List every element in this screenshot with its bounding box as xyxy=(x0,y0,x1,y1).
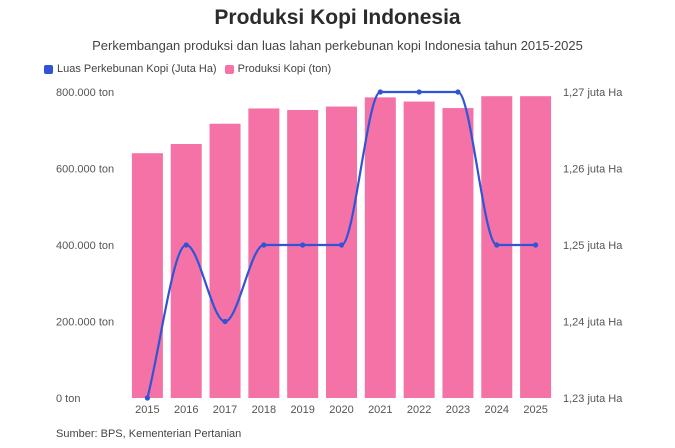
bar-2018 xyxy=(248,108,280,398)
left-tick-label: 800.000 ton xyxy=(56,87,114,99)
left-tick-label: 200.000 ton xyxy=(56,317,114,329)
left-tick-label: 0 ton xyxy=(56,393,80,405)
bar-2020 xyxy=(326,106,357,398)
left-tick-label: 600.000 ton xyxy=(56,164,114,176)
x-tick-label-2023: 2023 xyxy=(446,404,470,416)
x-tick-label-2019: 2019 xyxy=(290,404,314,416)
legend-item-produksi: Produksi Kopi (ton) xyxy=(224,63,332,75)
x-tick-label-2015: 2015 xyxy=(135,404,159,416)
point-luas-2020 xyxy=(338,242,345,248)
x-tick-label-2025: 2025 xyxy=(523,404,547,416)
bar-2021 xyxy=(364,97,396,398)
x-tick-label-2016: 2016 xyxy=(174,404,198,416)
chart-source: Sumber: BPS, Kementerian Pertanian xyxy=(56,428,242,440)
x-tick-label-2024: 2024 xyxy=(485,404,509,416)
right-tick-label: 1,24 juta Ha xyxy=(563,317,623,329)
bar-2017 xyxy=(209,123,241,398)
legend-label-luas: Luas Perkebunan Kopi (Juta Ha) xyxy=(57,63,217,75)
point-luas-2016 xyxy=(183,242,189,248)
legend-label-produksi: Produksi Kopi (ton) xyxy=(237,63,332,75)
point-luas-2025 xyxy=(532,242,539,248)
legend-swatch-produksi xyxy=(224,64,234,74)
chart-subtitle: Perkembangan produksi dan luas lahan per… xyxy=(92,38,583,53)
point-luas-2021 xyxy=(377,89,383,95)
point-luas-2022 xyxy=(416,89,422,95)
chart-legend: Luas Perkebunan Kopi (Juta Ha) Produksi … xyxy=(44,63,331,75)
x-tick-label-2022: 2022 xyxy=(407,404,431,416)
chart-title: Produksi Kopi Indonesia xyxy=(214,6,461,29)
right-tick-label: 1,27 juta Ha xyxy=(563,87,623,99)
bar-2016 xyxy=(170,144,202,398)
x-tick-label-2017: 2017 xyxy=(213,404,237,416)
legend-swatch-luas xyxy=(44,64,53,74)
point-luas-2019 xyxy=(300,242,306,248)
point-luas-2017 xyxy=(222,318,228,325)
x-tick-label-2018: 2018 xyxy=(252,404,276,416)
point-luas-2024 xyxy=(494,242,500,248)
point-luas-2015 xyxy=(144,395,151,401)
right-tick-label: 1,23 juta Ha xyxy=(563,393,623,405)
bar-2022 xyxy=(403,101,435,398)
x-tick-label-2020: 2020 xyxy=(329,404,353,416)
left-tick-label: 400.000 ton xyxy=(56,240,114,252)
right-tick-label: 1,25 juta Ha xyxy=(563,240,623,252)
point-luas-2018 xyxy=(261,242,267,248)
legend-item-luas: Luas Perkebunan Kopi (Juta Ha) xyxy=(44,63,217,75)
bar-2015 xyxy=(131,153,163,398)
x-tick-label-2021: 2021 xyxy=(368,404,392,416)
right-tick-label: 1,26 juta Ha xyxy=(563,164,623,176)
bar-2019 xyxy=(287,109,319,398)
bar-2023 xyxy=(442,108,474,398)
point-luas-2023 xyxy=(455,89,461,95)
